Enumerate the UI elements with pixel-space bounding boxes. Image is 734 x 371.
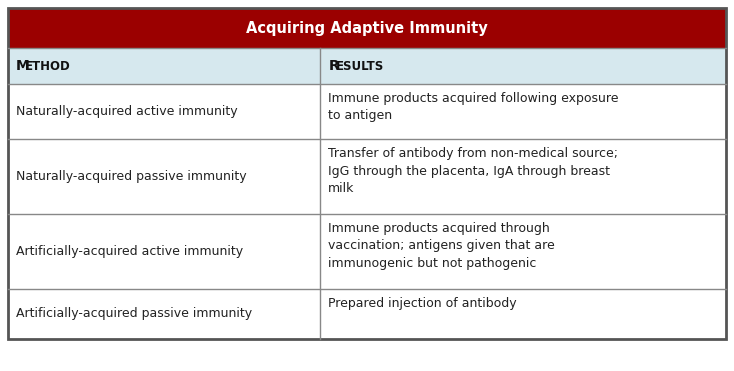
Bar [8,84,726,139]
Text: Artificially-acquired passive immunity: Artificially-acquired passive immunity [16,308,252,321]
Text: ESULTS: ESULTS [336,59,384,72]
Text: Immune products acquired following exposure
to antigen: Immune products acquired following expos… [328,92,619,122]
Text: R: R [328,59,339,73]
Bar [8,139,726,214]
Text: Transfer of antibody from non-medical source;
IgG through the placenta, IgA thro: Transfer of antibody from non-medical so… [328,147,618,195]
Bar [8,8,726,48]
Text: Prepared injection of antibody: Prepared injection of antibody [328,297,517,310]
Bar [8,8,726,339]
Text: Artificially-acquired active immunity: Artificially-acquired active immunity [16,245,243,258]
Text: Naturally-acquired active immunity: Naturally-acquired active immunity [16,105,238,118]
Text: ETHOD: ETHOD [24,59,70,72]
Bar [8,214,726,289]
Bar [8,289,726,339]
Text: Acquiring Adaptive Immunity: Acquiring Adaptive Immunity [246,20,488,36]
Text: Naturally-acquired passive immunity: Naturally-acquired passive immunity [16,170,247,183]
Text: M: M [16,59,30,73]
Text: Immune products acquired through
vaccination; antigens given that are
immunogeni: Immune products acquired through vaccina… [328,222,555,270]
Bar [8,48,726,84]
